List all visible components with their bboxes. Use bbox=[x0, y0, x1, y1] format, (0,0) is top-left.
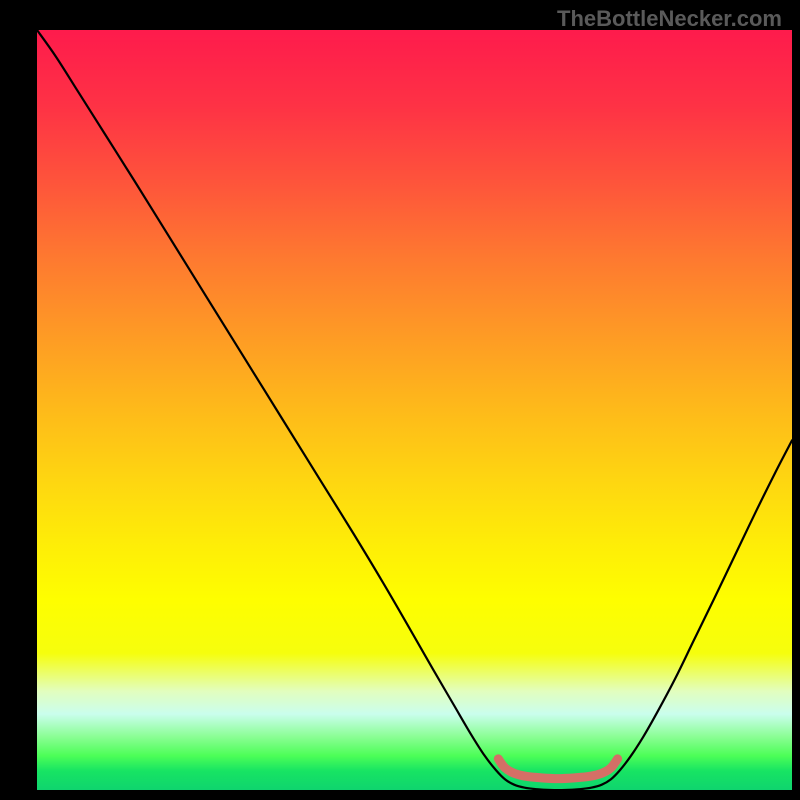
chart-svg bbox=[37, 30, 792, 790]
bottleneck-chart bbox=[37, 30, 792, 790]
chart-background bbox=[37, 30, 792, 790]
watermark-label: TheBottleNecker.com bbox=[557, 6, 782, 32]
